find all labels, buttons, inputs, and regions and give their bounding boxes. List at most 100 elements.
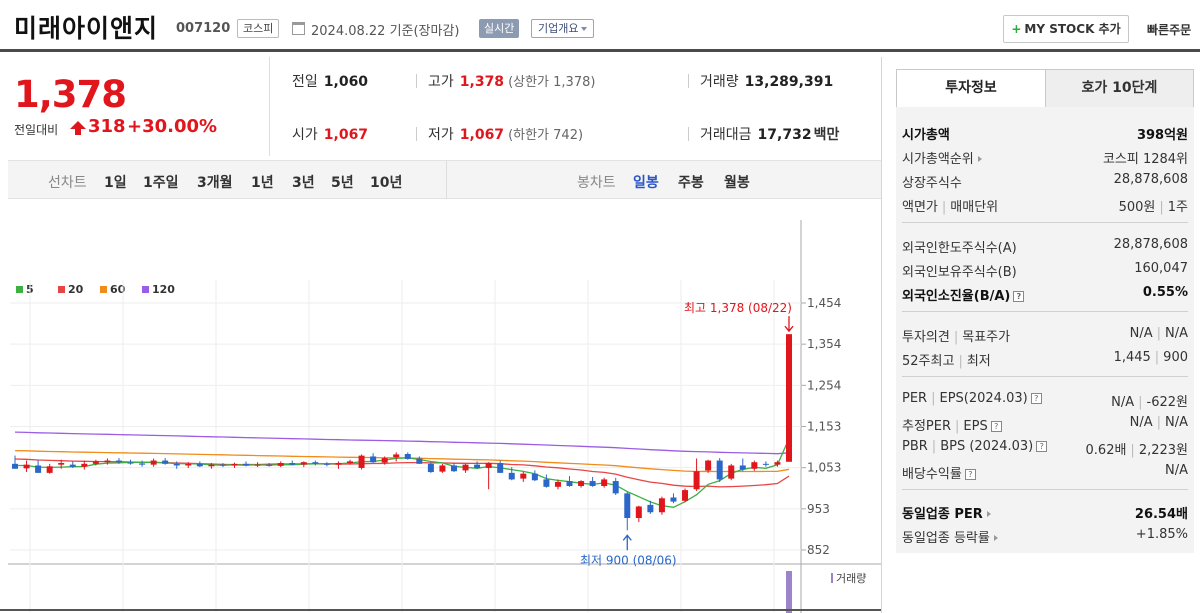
corp-info-dropdown[interactable]: 기업개요 — [531, 19, 595, 38]
volume-legend-swatch — [831, 573, 833, 583]
candle-body — [508, 472, 515, 480]
candle-body — [81, 463, 88, 467]
help-icon[interactable]: ? — [1013, 291, 1025, 302]
candle-body — [635, 506, 642, 518]
row-face-value: 액면가 | 매매단위 500원 | 1주 — [902, 200, 1188, 215]
tab-invest-info[interactable]: 투자정보 — [896, 69, 1046, 108]
candle-body — [589, 481, 596, 486]
y-tick-label: 1,153 — [807, 420, 841, 434]
candle-body — [497, 463, 504, 473]
candle-body — [393, 454, 400, 458]
candle-body — [427, 463, 434, 473]
row-foreign-ratio: 외국인소진율(B/A)? 0.55% — [902, 285, 1188, 304]
period-3m[interactable]: 3개월 — [197, 175, 233, 191]
tab-hoga[interactable]: 호가 10단계 — [1045, 69, 1194, 108]
my-stock-add-button[interactable]: + MY STOCK 추가 — [1003, 15, 1129, 43]
candle-body — [46, 466, 53, 473]
row-mcap-rank[interactable]: 시가총액순위 코스피 1284위 — [902, 152, 1188, 167]
stat-prev-close: 전일 1,060 — [292, 74, 369, 90]
stat-low: 저가 1,067 (하한가 742) — [428, 127, 584, 143]
row-per-eps: PER | EPS(2024.03)? N/A | -622원 — [902, 391, 1188, 410]
high-arrow-icon — [784, 316, 794, 333]
candle-body — [127, 462, 134, 464]
candle-body — [92, 461, 99, 464]
stock-code: 007120 — [176, 21, 231, 36]
candle-body — [231, 463, 238, 466]
candle-body — [543, 479, 550, 487]
candle-body — [358, 455, 365, 468]
candle-body — [485, 463, 492, 468]
period-1y[interactable]: 1년 — [251, 175, 274, 191]
invest-info-table: 시가총액 398억원 시가총액순위 코스피 1284위 상장주식수 28,878,60… — [896, 107, 1194, 553]
price-stats: 전일 1,060 고가 1,378 (상한가 1,378) 거래량 13,289,391… — [270, 57, 881, 156]
candle-body — [139, 463, 146, 465]
candle-body — [566, 481, 573, 486]
chart-background — [8, 220, 881, 613]
candle-body — [243, 463, 250, 466]
base-date: 2024.08.22 기준(장마감) — [311, 24, 460, 39]
calendar-icon — [292, 22, 305, 35]
low-annotation: 최저 900 (08/06) — [580, 553, 677, 567]
candle-monthly[interactable]: 월봉 — [724, 175, 750, 191]
legend-swatch — [16, 286, 23, 293]
realtime-button[interactable]: 실시간 — [479, 19, 520, 38]
candle-body — [115, 460, 122, 463]
candle-body — [739, 465, 746, 470]
chevron-right-icon — [993, 535, 998, 541]
chevron-down-icon — [581, 27, 588, 31]
line-chart-label: 선차트 — [48, 175, 87, 191]
candle-body — [69, 464, 76, 467]
candle-daily[interactable]: 일봉 — [633, 175, 659, 191]
help-icon[interactable]: ? — [1036, 441, 1048, 452]
volume-bar-latest — [786, 571, 792, 613]
candle-body — [450, 465, 457, 472]
help-icon[interactable]: ? — [964, 469, 976, 480]
candle-body — [647, 504, 654, 513]
row-opinion: 투자의견 | 목표주가 N/A | N/A — [902, 326, 1188, 345]
high-annotation: 최고 1,378 (08/22) — [684, 301, 792, 315]
row-industry-change[interactable]: 동일업종 등락률 +1.85% — [902, 527, 1188, 546]
candle-body — [601, 479, 608, 486]
change-amount: 318 — [88, 116, 126, 137]
legend-label: 20 — [68, 283, 84, 296]
stat-open: 시가 1,067 — [292, 127, 369, 143]
quick-order-link[interactable]: 빠른주문 — [1147, 23, 1192, 37]
candle-body — [682, 490, 689, 501]
current-price: 1,378 — [14, 73, 127, 116]
candle-body — [624, 493, 631, 518]
candle-body — [474, 464, 481, 468]
up-arrow-icon — [70, 121, 86, 135]
help-icon[interactable]: ? — [1030, 393, 1042, 404]
candle-body — [23, 464, 30, 469]
company-name: 미래아이앤지 — [14, 14, 159, 43]
row-market-cap: 시가총액 398억원 — [902, 128, 1188, 143]
row-industry-per[interactable]: 동일업종 PER 26.54배 — [902, 507, 1188, 522]
period-5y[interactable]: 5년 — [331, 175, 354, 191]
candle-body — [612, 481, 619, 494]
period-1d[interactable]: 1일 — [104, 175, 127, 191]
invest-info-panel: 투자정보 호가 10단계 시가총액 398억원 시가총액순위 코스피 1284위 상… — [881, 57, 1200, 613]
candle-body — [462, 464, 469, 471]
row-foreign-limit: 외국인한도주식수(A) 28,878,608 — [902, 237, 1188, 256]
period-1w[interactable]: 1주일 — [143, 175, 179, 191]
legend-swatch — [142, 286, 149, 293]
row-dividend: 배당수익률? N/A — [902, 463, 1188, 482]
candle-body — [670, 497, 677, 502]
candle-body — [658, 498, 665, 513]
candle-body — [289, 463, 296, 465]
candle-body — [173, 463, 180, 466]
help-icon[interactable]: ? — [990, 421, 1002, 432]
candle-body — [786, 334, 792, 462]
candle-body — [196, 463, 203, 467]
row-52week: 52주최고 | 최저 1,445 | 900 — [902, 350, 1188, 369]
period-3y[interactable]: 3년 — [292, 175, 315, 191]
candle-weekly[interactable]: 주봉 — [678, 175, 704, 191]
candle-chart-label: 봉차트 — [577, 175, 616, 191]
period-10y[interactable]: 10년 — [370, 175, 403, 191]
candle-body — [751, 462, 758, 469]
legend-swatch — [100, 286, 107, 293]
y-tick-label: 852 — [807, 543, 830, 557]
legend-swatch — [58, 286, 65, 293]
candle-body — [416, 458, 423, 464]
candle-body — [347, 461, 354, 464]
